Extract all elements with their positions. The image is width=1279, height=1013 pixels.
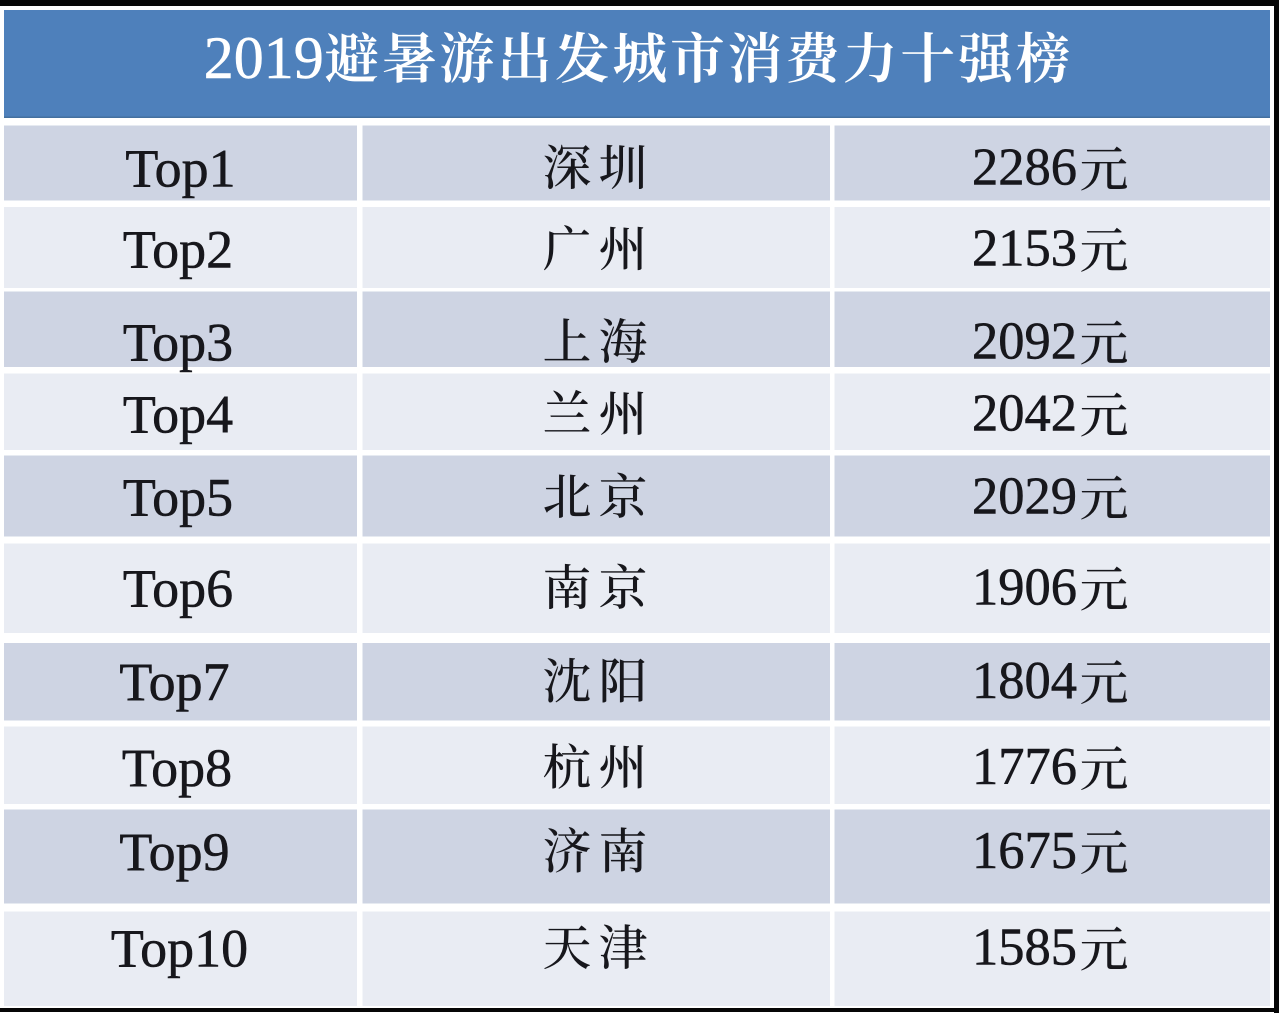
svg-text:2153: 2153 — [972, 220, 1077, 278]
svg-text:Top2: Top2 — [123, 220, 233, 280]
svg-text:Top7: Top7 — [119, 652, 229, 712]
svg-text:1675: 1675 — [972, 822, 1077, 880]
svg-text:1804: 1804 — [972, 652, 1077, 710]
svg-text:2286: 2286 — [972, 139, 1077, 197]
svg-text:Top8: Top8 — [122, 738, 232, 798]
svg-text:1776: 1776 — [972, 738, 1077, 796]
svg-text:Top4: Top4 — [123, 385, 233, 445]
svg-text:2092: 2092 — [972, 312, 1077, 370]
svg-text:Top1: Top1 — [125, 139, 235, 199]
svg-text:2019: 2019 — [204, 25, 324, 91]
svg-text:1585: 1585 — [972, 919, 1077, 977]
svg-text:2042: 2042 — [972, 385, 1077, 443]
svg-text:Top6: Top6 — [123, 559, 233, 619]
svg-text:2029: 2029 — [972, 468, 1077, 526]
svg-text:Top5: Top5 — [123, 468, 233, 528]
svg-text:Top3: Top3 — [123, 312, 233, 372]
svg-text:1906: 1906 — [972, 559, 1077, 617]
svg-text:Top9: Top9 — [119, 822, 229, 882]
svg-text:Top10: Top10 — [111, 919, 248, 979]
